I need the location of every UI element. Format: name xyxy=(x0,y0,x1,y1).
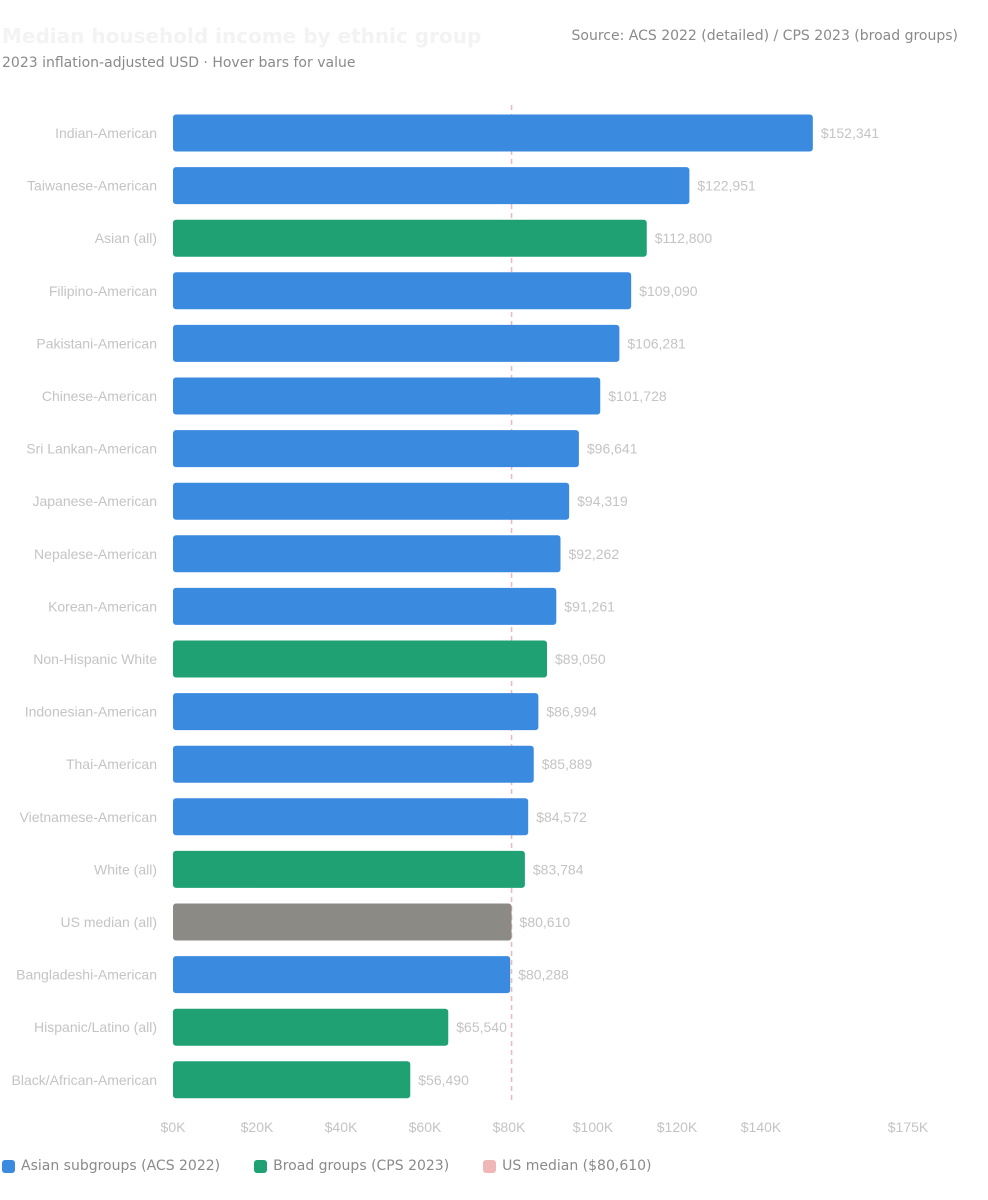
value-label-indian-american: $152,341 xyxy=(821,125,880,141)
chart-subtitle: 2023 inflation-adjusted USD · Hover bars… xyxy=(2,55,356,71)
category-label-pakistani-american: Pakistani-American xyxy=(36,335,157,351)
legend-label-us-median: US median ($80,610) xyxy=(502,1158,652,1174)
x-tick-label: $120K xyxy=(657,1119,698,1135)
legend-item-asian[interactable]: Asian subgroups (ACS 2022) xyxy=(2,1158,220,1174)
category-label-us-median-all: US median (all) xyxy=(61,914,157,930)
chart-legend: Asian subgroups (ACS 2022) Broad groups … xyxy=(2,1158,686,1174)
value-label-thai-american: $85,889 xyxy=(542,756,593,772)
x-tick-label: $0K xyxy=(161,1119,187,1135)
value-label-white-all: $83,784 xyxy=(533,861,584,877)
legend-swatch-us-median xyxy=(483,1159,497,1173)
bar-non-hispanic-white[interactable] xyxy=(173,640,548,678)
value-label-us-median-all: $80,610 xyxy=(520,914,571,930)
value-label-nepalese-american: $92,262 xyxy=(569,546,620,562)
x-tick-label: $60K xyxy=(409,1119,442,1135)
bar-sri-lankan-american[interactable] xyxy=(173,430,579,468)
category-label-japanese-american: Japanese-American xyxy=(32,493,157,509)
bar-white-all[interactable] xyxy=(173,850,525,888)
x-tick-label: $20K xyxy=(241,1119,274,1135)
x-tick-label: $80K xyxy=(493,1119,526,1135)
bar-chinese-american[interactable] xyxy=(173,377,601,415)
value-label-chinese-american: $101,728 xyxy=(608,388,667,404)
value-label-hispanic-latino-all: $65,540 xyxy=(456,1019,507,1035)
x-tick-label: $175K xyxy=(888,1119,929,1135)
value-label-japanese-american: $94,319 xyxy=(577,493,628,509)
x-tick-label: $100K xyxy=(573,1119,614,1135)
bar-hispanic-latino-all[interactable] xyxy=(173,1008,449,1046)
legend-item-us-median[interactable]: US median ($80,610) xyxy=(483,1158,652,1174)
value-label-bangladeshi-american: $80,288 xyxy=(518,967,569,983)
legend-swatch-broad xyxy=(254,1159,268,1173)
value-label-black-african-american: $56,490 xyxy=(418,1072,469,1088)
category-label-taiwanese-american: Taiwanese-American xyxy=(27,178,157,194)
value-label-sri-lankan-american: $96,641 xyxy=(587,441,638,457)
bar-vietnamese-american[interactable] xyxy=(173,798,529,836)
category-label-thai-american: Thai-American xyxy=(66,756,157,772)
value-label-pakistani-american: $106,281 xyxy=(627,335,686,351)
bar-japanese-american[interactable] xyxy=(173,482,570,520)
category-label-filipino-american: Filipino-American xyxy=(49,283,157,299)
bar-us-median-all[interactable] xyxy=(173,903,512,941)
value-label-asian-all: $112,800 xyxy=(655,230,713,246)
bar-nepalese-american[interactable] xyxy=(173,535,561,573)
bar-korean-american[interactable] xyxy=(173,587,557,625)
category-label-hispanic-latino-all: Hispanic/Latino (all) xyxy=(34,1019,157,1035)
category-label-bangladeshi-american: Bangladeshi-American xyxy=(16,967,157,983)
bar-thai-american[interactable] xyxy=(173,745,534,783)
category-label-white-all: White (all) xyxy=(94,861,157,877)
category-label-indian-american: Indian-American xyxy=(55,125,157,141)
legend-swatch-asian xyxy=(2,1159,15,1173)
bar-pakistani-american[interactable] xyxy=(173,324,620,362)
value-label-indonesian-american: $86,994 xyxy=(546,704,597,720)
legend-item-broad[interactable]: Broad groups (CPS 2023) xyxy=(254,1158,449,1174)
bar-indian-american[interactable] xyxy=(173,114,813,152)
legend-label-broad: Broad groups (CPS 2023) xyxy=(273,1158,450,1174)
income-bar-chart: Indian-American $152,341 Taiwanese-America… xyxy=(12,105,929,1135)
bar-filipino-american[interactable] xyxy=(173,272,632,310)
value-label-non-hispanic-white: $89,050 xyxy=(555,651,606,667)
category-label-black-african-american: Black/African-American xyxy=(12,1072,158,1088)
value-label-filipino-american: $109,090 xyxy=(639,283,698,299)
value-label-taiwanese-american: $122,951 xyxy=(697,178,756,194)
bar-taiwanese-american[interactable] xyxy=(173,167,690,205)
category-label-vietnamese-american: Vietnamese-American xyxy=(20,809,157,825)
bar-asian-all[interactable] xyxy=(173,219,647,257)
bar-bangladeshi-american[interactable] xyxy=(173,956,511,994)
chart-title: Median household income by ethnic group xyxy=(2,24,482,48)
category-label-asian-all: Asian (all) xyxy=(95,230,157,246)
category-label-chinese-american: Chinese-American xyxy=(42,388,157,404)
source-note: Source: ACS 2022 (detailed) / CPS 2023 (… xyxy=(571,28,959,44)
x-tick-label: $140K xyxy=(741,1119,782,1135)
value-label-vietnamese-american: $84,572 xyxy=(536,809,587,825)
category-label-indonesian-american: Indonesian-American xyxy=(25,704,157,720)
x-tick-label: $40K xyxy=(325,1119,358,1135)
bar-indonesian-american[interactable] xyxy=(173,693,539,731)
category-label-sri-lankan-american: Sri Lankan-American xyxy=(26,441,157,457)
legend-label-asian: Asian subgroups (ACS 2022) xyxy=(21,1158,221,1174)
bar-black-african-american[interactable] xyxy=(173,1061,411,1099)
category-label-korean-american: Korean-American xyxy=(48,598,157,614)
value-label-korean-american: $91,261 xyxy=(564,598,615,614)
category-label-nepalese-american: Nepalese-American xyxy=(34,546,157,562)
category-label-non-hispanic-white: Non-Hispanic White xyxy=(33,651,157,667)
